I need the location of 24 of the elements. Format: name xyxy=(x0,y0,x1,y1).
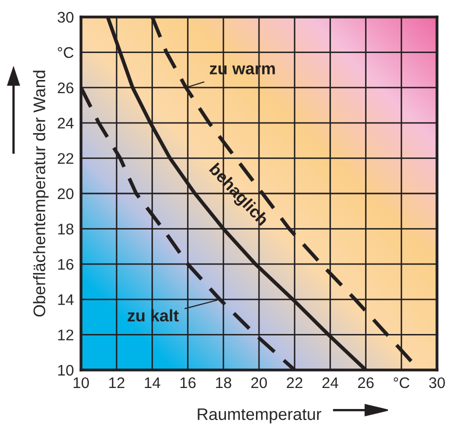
y-axis-title: Oberflächentemperatur der Wand xyxy=(33,70,49,317)
x-tick-label: 22 xyxy=(286,377,302,388)
x-tick-label: 24 xyxy=(322,377,338,388)
y-tick-label: 12 xyxy=(58,330,74,340)
x-axis-title: Raumtemperatur xyxy=(198,408,322,424)
y-tick-label: 30 xyxy=(58,12,74,23)
y-tick-label: 24 xyxy=(58,118,74,128)
x-tick-label: 12 xyxy=(109,377,124,388)
x-tick-label: °C xyxy=(394,377,410,388)
y-tick-label: 18 xyxy=(58,224,74,234)
x-tick-label: 14 xyxy=(144,378,160,388)
x-tick-label: 18 xyxy=(216,377,232,388)
x-tick-label: 20 xyxy=(251,377,267,388)
x-tick-label: 26 xyxy=(358,377,374,388)
x-tick-label: 10 xyxy=(74,377,89,388)
y-tick-label: 14 xyxy=(58,294,74,305)
y-tick-label: 26 xyxy=(58,82,74,94)
x-tick-label: 16 xyxy=(180,377,196,388)
y-tick-label: 20 xyxy=(58,188,74,200)
y-tick-label: °C xyxy=(58,47,74,58)
y-tick-label: 16 xyxy=(58,258,74,270)
x-tick-label: 30 xyxy=(429,377,445,388)
y-tick-label: 22 xyxy=(58,153,74,164)
y-tick-label: 10 xyxy=(58,364,74,376)
